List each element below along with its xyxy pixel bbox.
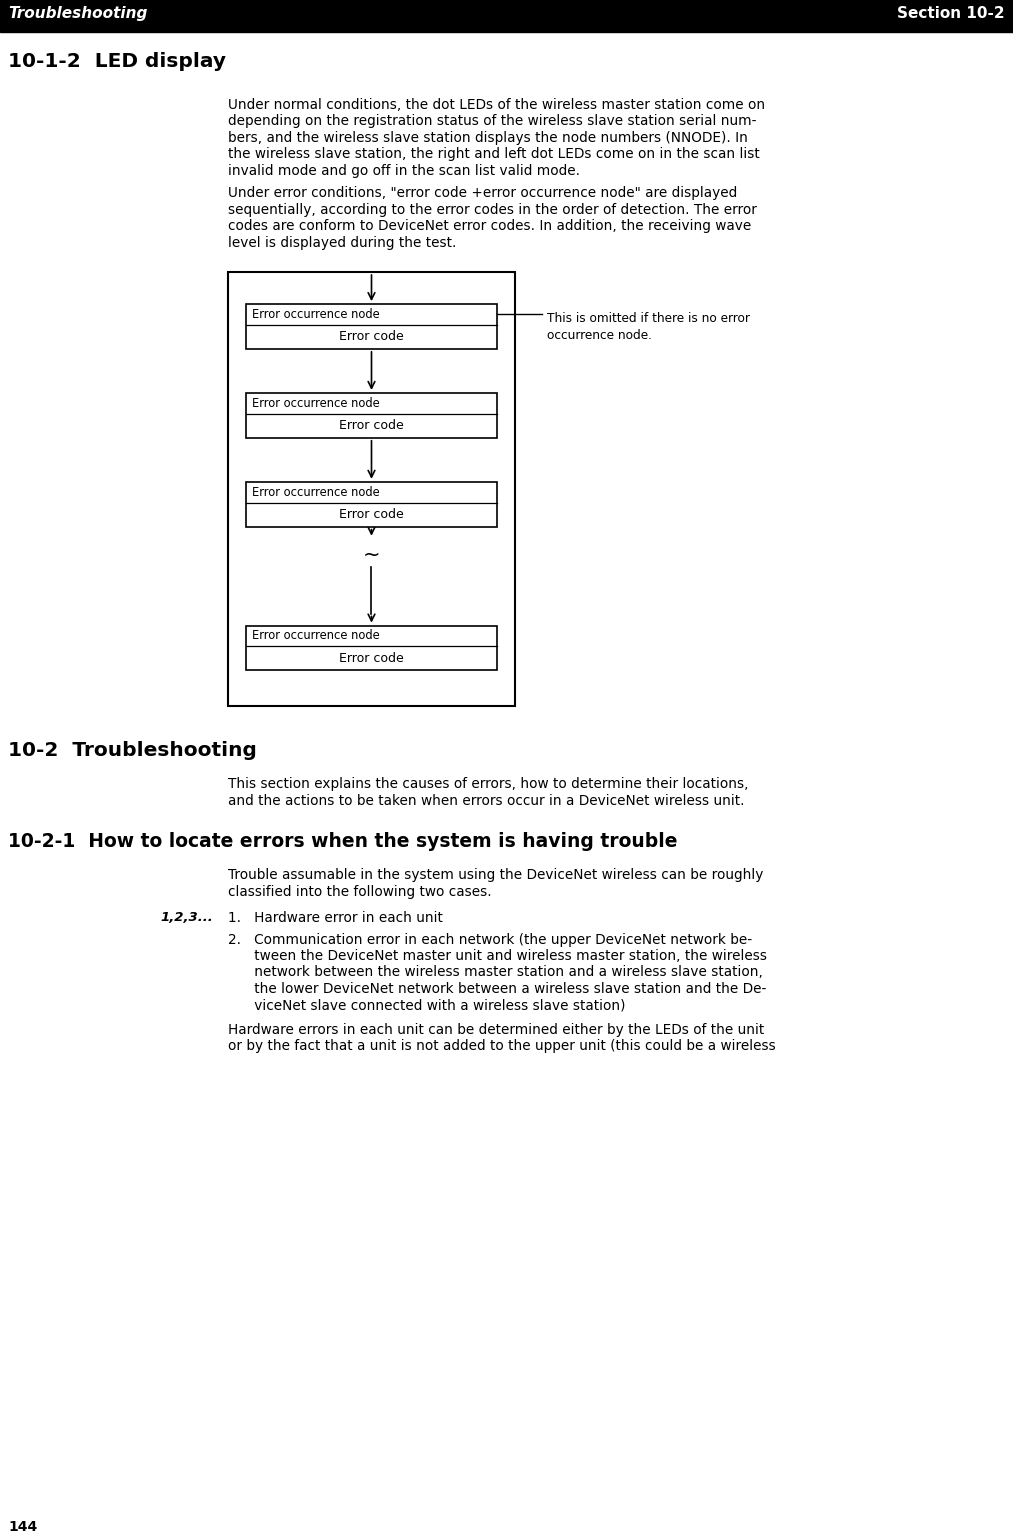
Bar xyxy=(246,626,497,670)
Text: Error occurrence node: Error occurrence node xyxy=(252,397,380,410)
Text: Error occurrence node: Error occurrence node xyxy=(252,630,380,642)
Text: Under error conditions, "error code +error occurrence node" are displayed: Under error conditions, "error code +err… xyxy=(228,186,737,200)
Text: Error occurrence node: Error occurrence node xyxy=(252,307,380,321)
Text: 1,2,3...: 1,2,3... xyxy=(160,911,213,924)
Text: codes are conform to DeviceNet error codes. In addition, the receiving wave: codes are conform to DeviceNet error cod… xyxy=(228,220,752,234)
Text: 10-2-1  How to locate errors when the system is having trouble: 10-2-1 How to locate errors when the sys… xyxy=(8,832,678,851)
Text: network between the wireless master station and a wireless slave station,: network between the wireless master stat… xyxy=(228,965,763,979)
Text: the wireless slave station, the right and left dot LEDs come on in the scan list: the wireless slave station, the right an… xyxy=(228,148,760,161)
Text: This section explains the causes of errors, how to determine their locations,: This section explains the causes of erro… xyxy=(228,778,749,792)
Text: 2.   Communication error in each network (the upper DeviceNet network be-: 2. Communication error in each network (… xyxy=(228,933,752,947)
Text: Error code: Error code xyxy=(339,509,404,521)
Text: 144: 144 xyxy=(8,1520,37,1534)
Text: Trouble assumable in the system using the DeviceNet wireless can be roughly: Trouble assumable in the system using th… xyxy=(228,868,764,882)
Bar xyxy=(246,481,497,527)
Text: Error code: Error code xyxy=(339,420,404,432)
Text: Error code: Error code xyxy=(339,652,404,666)
Text: This is omitted if there is no error
occurrence node.: This is omitted if there is no error occ… xyxy=(547,312,750,341)
Text: classified into the following two cases.: classified into the following two cases. xyxy=(228,885,491,899)
Text: the lower DeviceNet network between a wireless slave station and the De-: the lower DeviceNet network between a wi… xyxy=(228,982,767,996)
Text: bers, and the wireless slave station displays the node numbers (NNODE). In: bers, and the wireless slave station dis… xyxy=(228,131,748,144)
Bar xyxy=(0,28,1013,32)
Bar xyxy=(228,272,515,707)
Text: and the actions to be taken when errors occur in a DeviceNet wireless unit.: and the actions to be taken when errors … xyxy=(228,793,745,808)
Text: Section 10-2: Section 10-2 xyxy=(898,6,1005,22)
Bar xyxy=(246,393,497,438)
Text: Troubleshooting: Troubleshooting xyxy=(8,6,147,22)
Bar xyxy=(246,304,497,349)
Text: sequentially, according to the error codes in the order of detection. The error: sequentially, according to the error cod… xyxy=(228,203,757,217)
Text: depending on the registration status of the wireless slave station serial num-: depending on the registration status of … xyxy=(228,114,757,128)
Text: or by the fact that a unit is not added to the upper unit (this could be a wirel: or by the fact that a unit is not added … xyxy=(228,1039,776,1053)
Text: Error occurrence node: Error occurrence node xyxy=(252,486,380,498)
Bar xyxy=(0,0,1013,28)
Text: level is displayed during the test.: level is displayed during the test. xyxy=(228,235,457,249)
Text: Under normal conditions, the dot LEDs of the wireless master station come on: Under normal conditions, the dot LEDs of… xyxy=(228,98,765,112)
Text: invalid mode and go off in the scan list valid mode.: invalid mode and go off in the scan list… xyxy=(228,164,580,178)
Text: viceNet slave connected with a wireless slave station): viceNet slave connected with a wireless … xyxy=(228,999,625,1013)
Text: 10-1-2  LED display: 10-1-2 LED display xyxy=(8,52,226,71)
Text: ~: ~ xyxy=(363,544,380,564)
Text: Hardware errors in each unit can be determined either by the LEDs of the unit: Hardware errors in each unit can be dete… xyxy=(228,1022,764,1037)
Text: 10-2  Troubleshooting: 10-2 Troubleshooting xyxy=(8,741,257,761)
Text: tween the DeviceNet master unit and wireless master station, the wireless: tween the DeviceNet master unit and wire… xyxy=(228,948,767,964)
Text: Error code: Error code xyxy=(339,330,404,343)
Text: 1.   Hardware error in each unit: 1. Hardware error in each unit xyxy=(228,911,443,925)
